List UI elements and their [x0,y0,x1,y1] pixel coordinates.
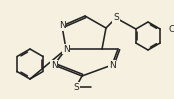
Text: N: N [109,60,115,69]
Text: S: S [113,13,119,22]
Text: S: S [73,82,79,91]
Text: N: N [51,60,57,69]
Text: N: N [63,44,69,53]
Text: N: N [59,21,65,30]
Text: Cl: Cl [168,26,174,34]
